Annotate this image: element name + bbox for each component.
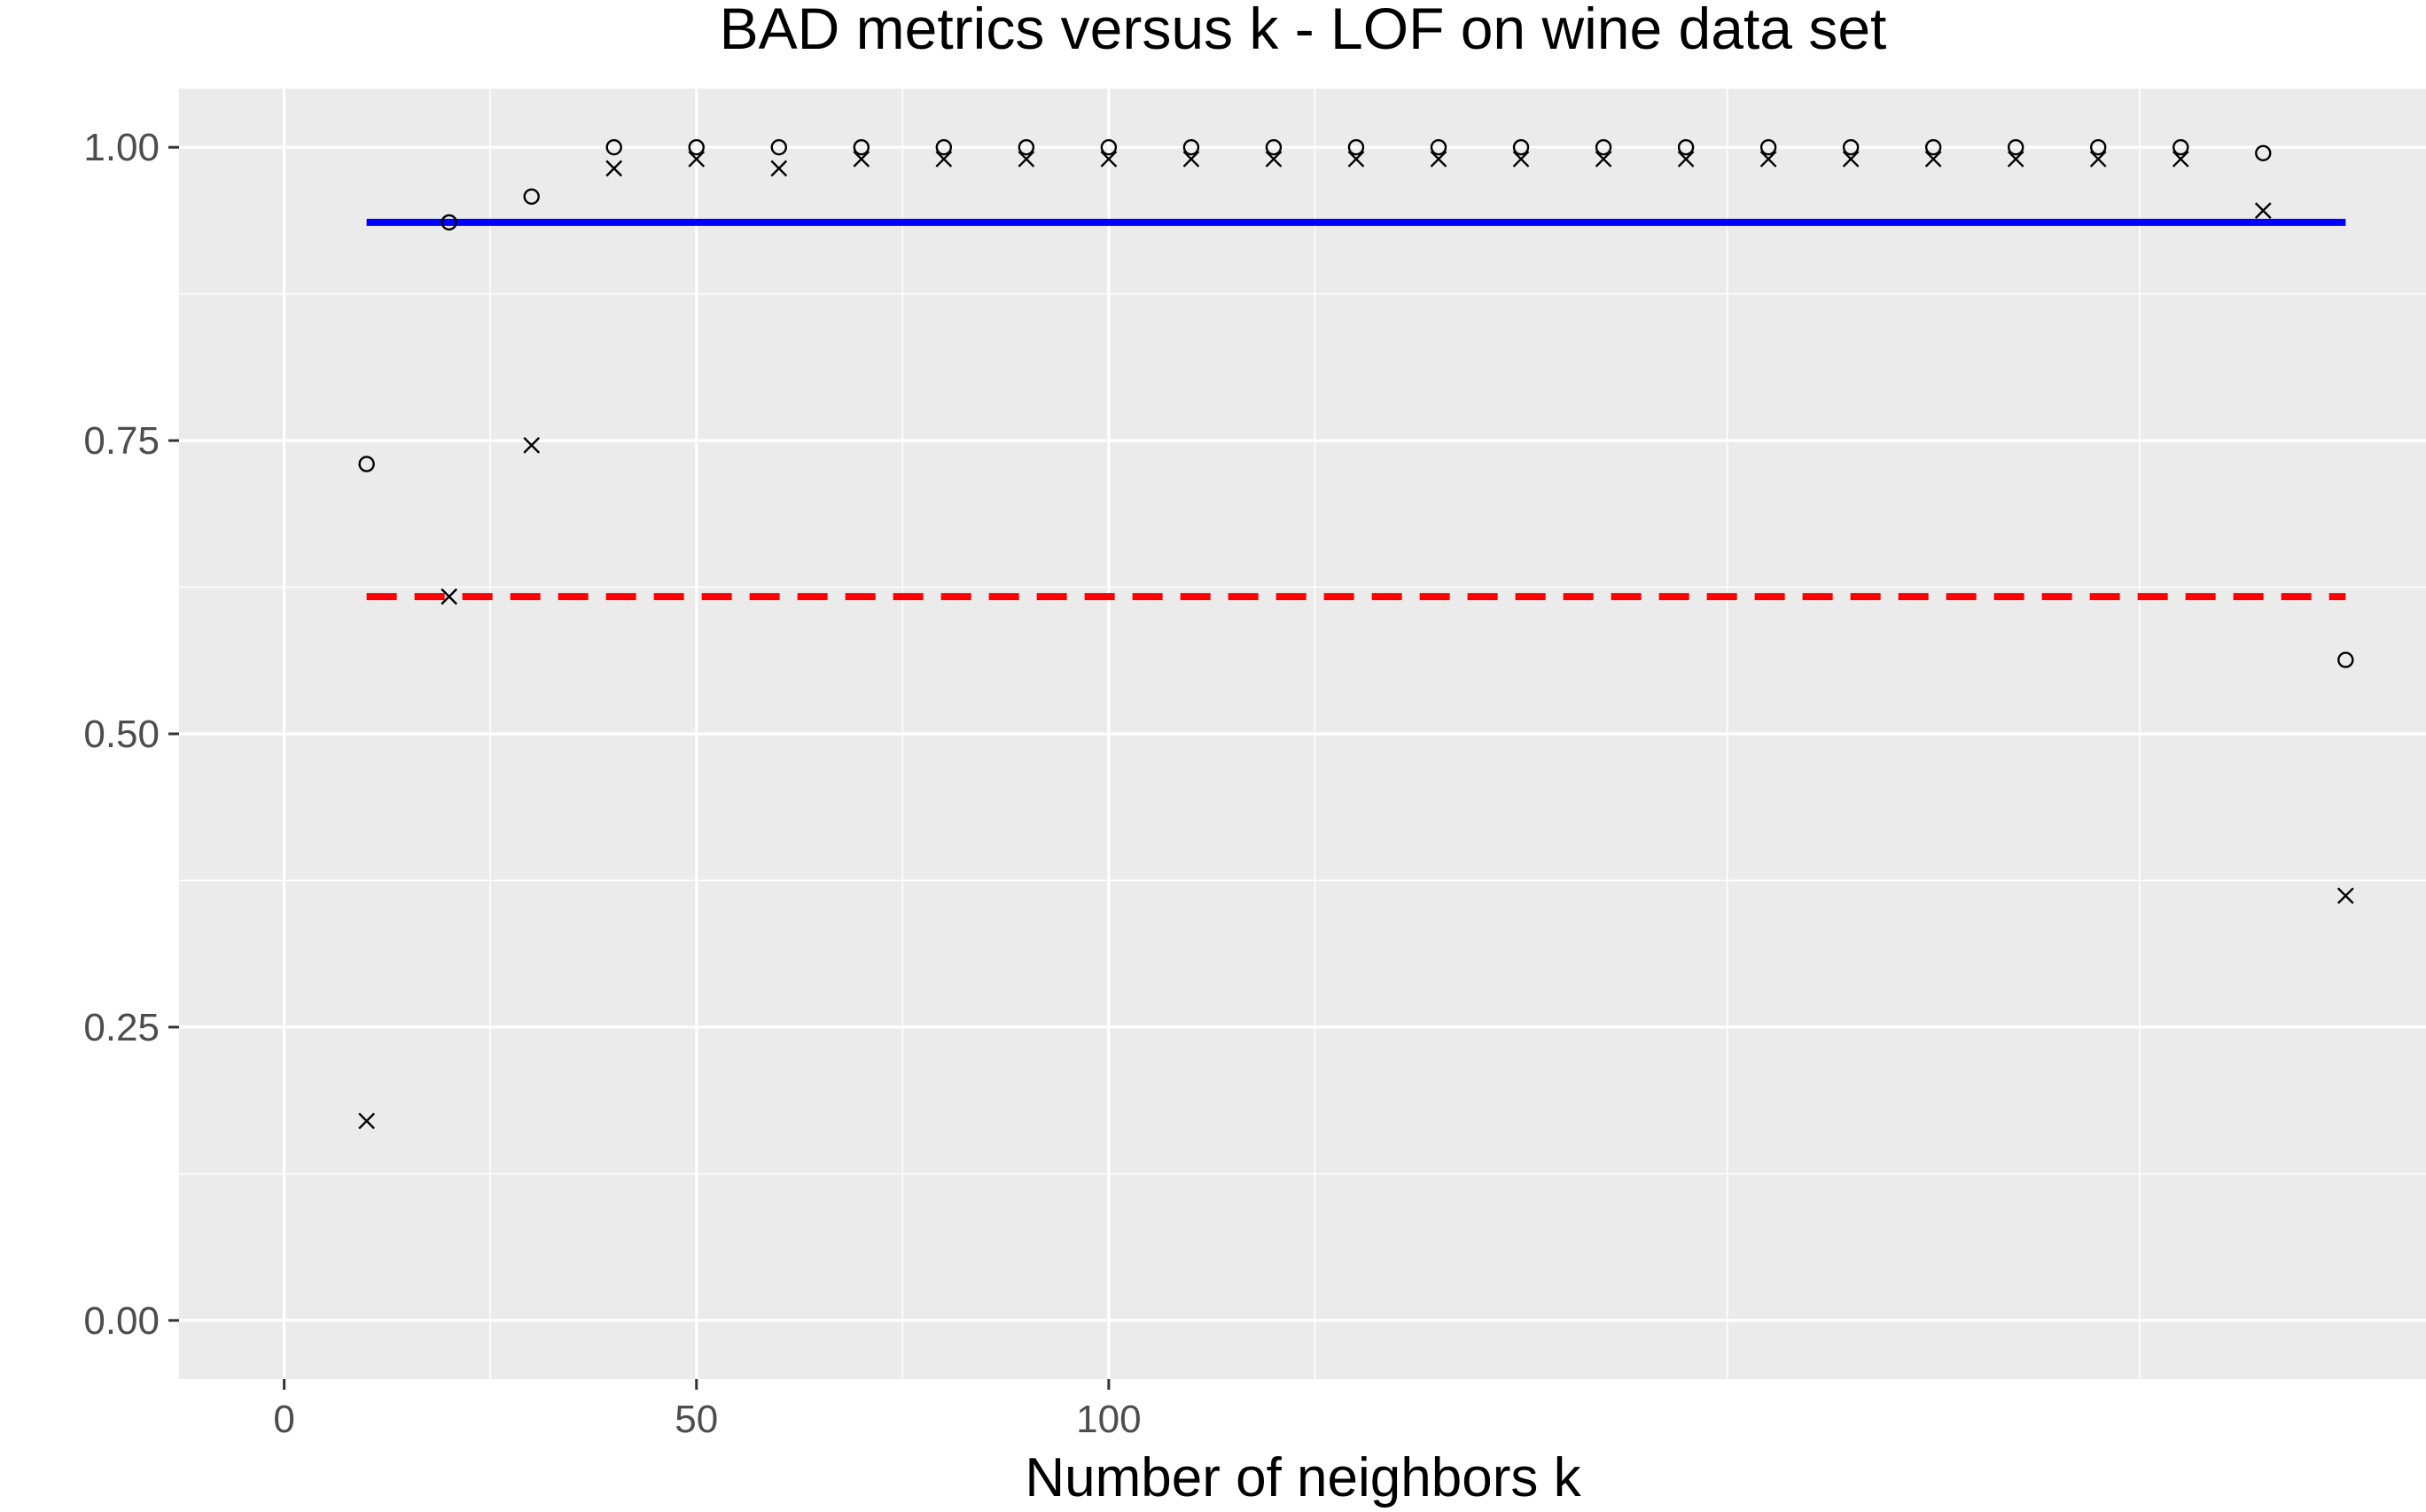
circle-point	[1430, 138, 1447, 156]
cross-point	[2007, 151, 2024, 168]
cross-point	[1100, 151, 1118, 168]
circle-point	[688, 138, 705, 156]
circle-point	[1759, 138, 1777, 156]
cross-point	[1595, 151, 1612, 168]
cross-point	[523, 437, 541, 454]
reference-lines	[366, 218, 2346, 601]
cross-point	[441, 588, 458, 605]
cross-point	[1018, 151, 1035, 168]
y-tick-label: 0.75	[83, 419, 160, 463]
cross-point	[1924, 151, 1942, 168]
circle-point	[1100, 138, 1118, 156]
circle-point	[935, 138, 953, 156]
circle-point	[853, 138, 870, 156]
cross-point	[1512, 151, 1530, 168]
circle-point	[1677, 138, 1695, 156]
cross-point	[770, 160, 788, 177]
circle-point	[1924, 138, 1942, 156]
circle-point	[2007, 138, 2024, 156]
circle-point	[1182, 138, 1200, 156]
circle-point	[1512, 138, 1530, 156]
y-tick-label: 0.50	[83, 713, 160, 756]
cross-point	[853, 151, 870, 168]
circle-point	[2337, 651, 2354, 668]
y-tick-label: 1.00	[83, 126, 160, 169]
cross-point	[688, 151, 706, 168]
circle-point	[2255, 144, 2272, 162]
data-points	[358, 138, 2354, 1130]
circle-point	[523, 188, 540, 205]
x-tick-label: 0	[273, 1398, 294, 1441]
x-tick-label: 100	[1076, 1398, 1141, 1441]
y-tick-label: 0.25	[83, 1006, 160, 1049]
y-axis: 0.00 0.25 0.50 0.75 1.00	[83, 126, 179, 1343]
cross-point	[1265, 151, 1283, 168]
cross-point	[2336, 887, 2354, 905]
cross-point	[358, 1112, 375, 1130]
y-tick-label: 0.00	[83, 1299, 160, 1343]
cross-point	[605, 160, 623, 177]
cross-point	[1842, 151, 1860, 168]
cross-point	[1759, 151, 1777, 168]
grid-major	[179, 89, 2426, 1379]
cross-point	[2254, 202, 2272, 220]
cross-point	[1347, 151, 1365, 168]
circle-point	[1018, 138, 1035, 156]
grid-minor	[179, 89, 2426, 1379]
circle-point	[358, 456, 375, 472]
circle-point	[2172, 138, 2189, 156]
cross-point	[2172, 151, 2189, 168]
cross-point	[935, 151, 953, 168]
circle-point	[1842, 138, 1860, 156]
circle-point	[1347, 138, 1365, 156]
chart-title: BAD metrics versus k - LOF on wine data …	[720, 0, 1887, 61]
cross-point	[1430, 151, 1447, 168]
cross-point	[2089, 151, 2107, 168]
cross-point	[1182, 151, 1200, 168]
circle-point	[1595, 138, 1612, 156]
x-axis: 0 50 100	[273, 1379, 1142, 1441]
x-tick-label: 50	[675, 1398, 718, 1441]
cross-point	[1677, 151, 1695, 168]
circle-point	[770, 138, 787, 156]
circle-point	[1265, 138, 1283, 156]
circle-point	[2090, 138, 2107, 156]
circle-point	[605, 138, 622, 156]
x-axis-title: Number of neighbors k	[1025, 1447, 1581, 1508]
circle-point	[441, 214, 457, 231]
